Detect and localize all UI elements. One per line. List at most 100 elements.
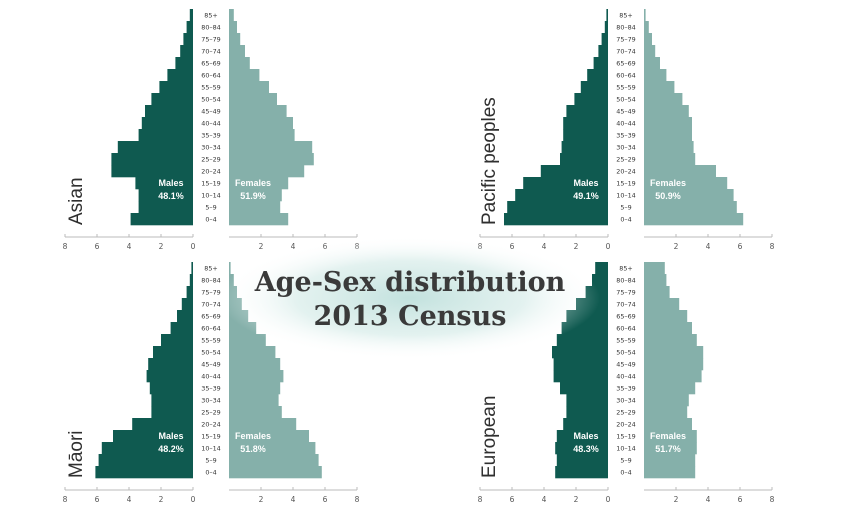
- age-group-label: 25–29: [201, 156, 220, 164]
- female-bar: [644, 153, 696, 166]
- female-bar: [644, 298, 680, 311]
- male-bar: [113, 430, 193, 443]
- x-tick-label: 0: [191, 495, 196, 504]
- male-bar: [566, 105, 608, 118]
- male-bar: [189, 9, 193, 22]
- title-group: Age-Sex distribution 2013 Census: [220, 236, 600, 360]
- female-bar: [229, 418, 297, 431]
- females-share: 51.7%: [655, 444, 681, 454]
- male-bar: [553, 358, 608, 371]
- age-group-label: 10–14: [616, 192, 635, 200]
- female-bar: [644, 394, 689, 407]
- females-share: 51.9%: [240, 191, 266, 201]
- x-tick-label: 4: [291, 242, 296, 251]
- male-bar: [95, 466, 193, 479]
- x-tick-label: 6: [323, 495, 328, 504]
- x-tick-label: 6: [95, 495, 100, 504]
- female-bar: [644, 93, 683, 106]
- females-share: 51.8%: [240, 444, 266, 454]
- male-bar: [151, 406, 193, 419]
- female-bar: [229, 141, 313, 154]
- male-bar: [515, 189, 608, 202]
- x-tick-label: 6: [738, 495, 743, 504]
- male-bar: [146, 370, 193, 383]
- x-tick-label: 4: [127, 495, 132, 504]
- female-bar: [229, 105, 287, 118]
- female-bar: [644, 358, 704, 371]
- age-group-label: 85+: [204, 12, 218, 20]
- male-bar: [601, 33, 608, 46]
- male-bar: [556, 334, 608, 347]
- female-bar: [229, 57, 250, 70]
- males-label: Males: [573, 431, 598, 441]
- age-group-label: 45–49: [201, 361, 220, 369]
- female-bar: [229, 21, 237, 34]
- age-group-label: 40–44: [201, 373, 220, 381]
- female-bar: [229, 69, 260, 82]
- male-bar: [563, 418, 608, 431]
- female-bar: [644, 21, 649, 34]
- x-tick-label: 4: [542, 495, 547, 504]
- female-bar: [644, 165, 716, 178]
- male-bar: [153, 346, 193, 359]
- male-bar: [593, 57, 608, 70]
- female-bar: [644, 346, 704, 359]
- male-bar: [507, 201, 608, 214]
- age-group-label: 30–34: [616, 144, 635, 152]
- male-bar: [563, 117, 608, 130]
- x-tick-label: 6: [95, 242, 100, 251]
- males-share: 48.2%: [158, 444, 184, 454]
- x-tick-label: 2: [574, 242, 579, 251]
- age-group-label: 30–34: [201, 397, 220, 405]
- female-bar: [229, 129, 295, 142]
- male-bar: [175, 57, 193, 70]
- male-bar: [556, 454, 608, 467]
- females-share: 50.9%: [655, 191, 681, 201]
- pyramid-pacific-peoples: 85+80–8475–7970–7465–6960–6455–5950–5445…: [478, 9, 775, 251]
- female-bar: [644, 81, 675, 94]
- x-tick-label: 8: [63, 242, 68, 251]
- female-bar: [229, 358, 281, 371]
- male-bar: [189, 274, 193, 287]
- males-label: Males: [158, 431, 183, 441]
- males-label: Males: [573, 178, 598, 188]
- male-bar: [580, 81, 608, 94]
- x-tick-label: 0: [606, 495, 611, 504]
- age-group-label: 70–74: [616, 301, 635, 309]
- age-group-label: 40–44: [201, 120, 220, 128]
- age-group-label: 5–9: [620, 457, 631, 465]
- x-tick-label: 0: [191, 242, 196, 251]
- female-bar: [229, 406, 282, 419]
- male-bar: [606, 9, 608, 22]
- age-group-label: 55–59: [616, 337, 635, 345]
- age-group-label: 45–49: [616, 361, 635, 369]
- male-bar: [560, 153, 608, 166]
- group-label: Asian: [66, 177, 87, 225]
- age-group-label: 0–4: [205, 469, 216, 477]
- age-group-label: 85+: [619, 12, 633, 20]
- male-bar: [148, 358, 193, 371]
- male-bar: [595, 262, 608, 275]
- male-bar: [186, 21, 193, 34]
- male-bar: [151, 93, 193, 106]
- age-group-label: 10–14: [201, 445, 220, 453]
- male-bar: [504, 213, 608, 226]
- group-label: European: [479, 396, 500, 478]
- x-tick-label: 2: [674, 495, 679, 504]
- x-tick-label: 4: [542, 242, 547, 251]
- female-bar: [229, 9, 234, 22]
- female-bar: [229, 33, 241, 46]
- female-bar: [229, 213, 289, 226]
- age-group-label: 50–54: [201, 349, 220, 357]
- x-tick-label: 8: [770, 495, 775, 504]
- age-group-label: 25–29: [616, 409, 635, 417]
- x-tick-label: 8: [63, 495, 68, 504]
- age-group-label: 75–79: [616, 36, 635, 44]
- male-bar: [523, 177, 608, 190]
- group-label: Māori: [66, 430, 87, 478]
- female-bar: [644, 189, 734, 202]
- male-bar: [587, 69, 608, 82]
- female-bar: [229, 430, 309, 443]
- female-bar: [644, 430, 697, 443]
- age-group-label: 25–29: [201, 409, 220, 417]
